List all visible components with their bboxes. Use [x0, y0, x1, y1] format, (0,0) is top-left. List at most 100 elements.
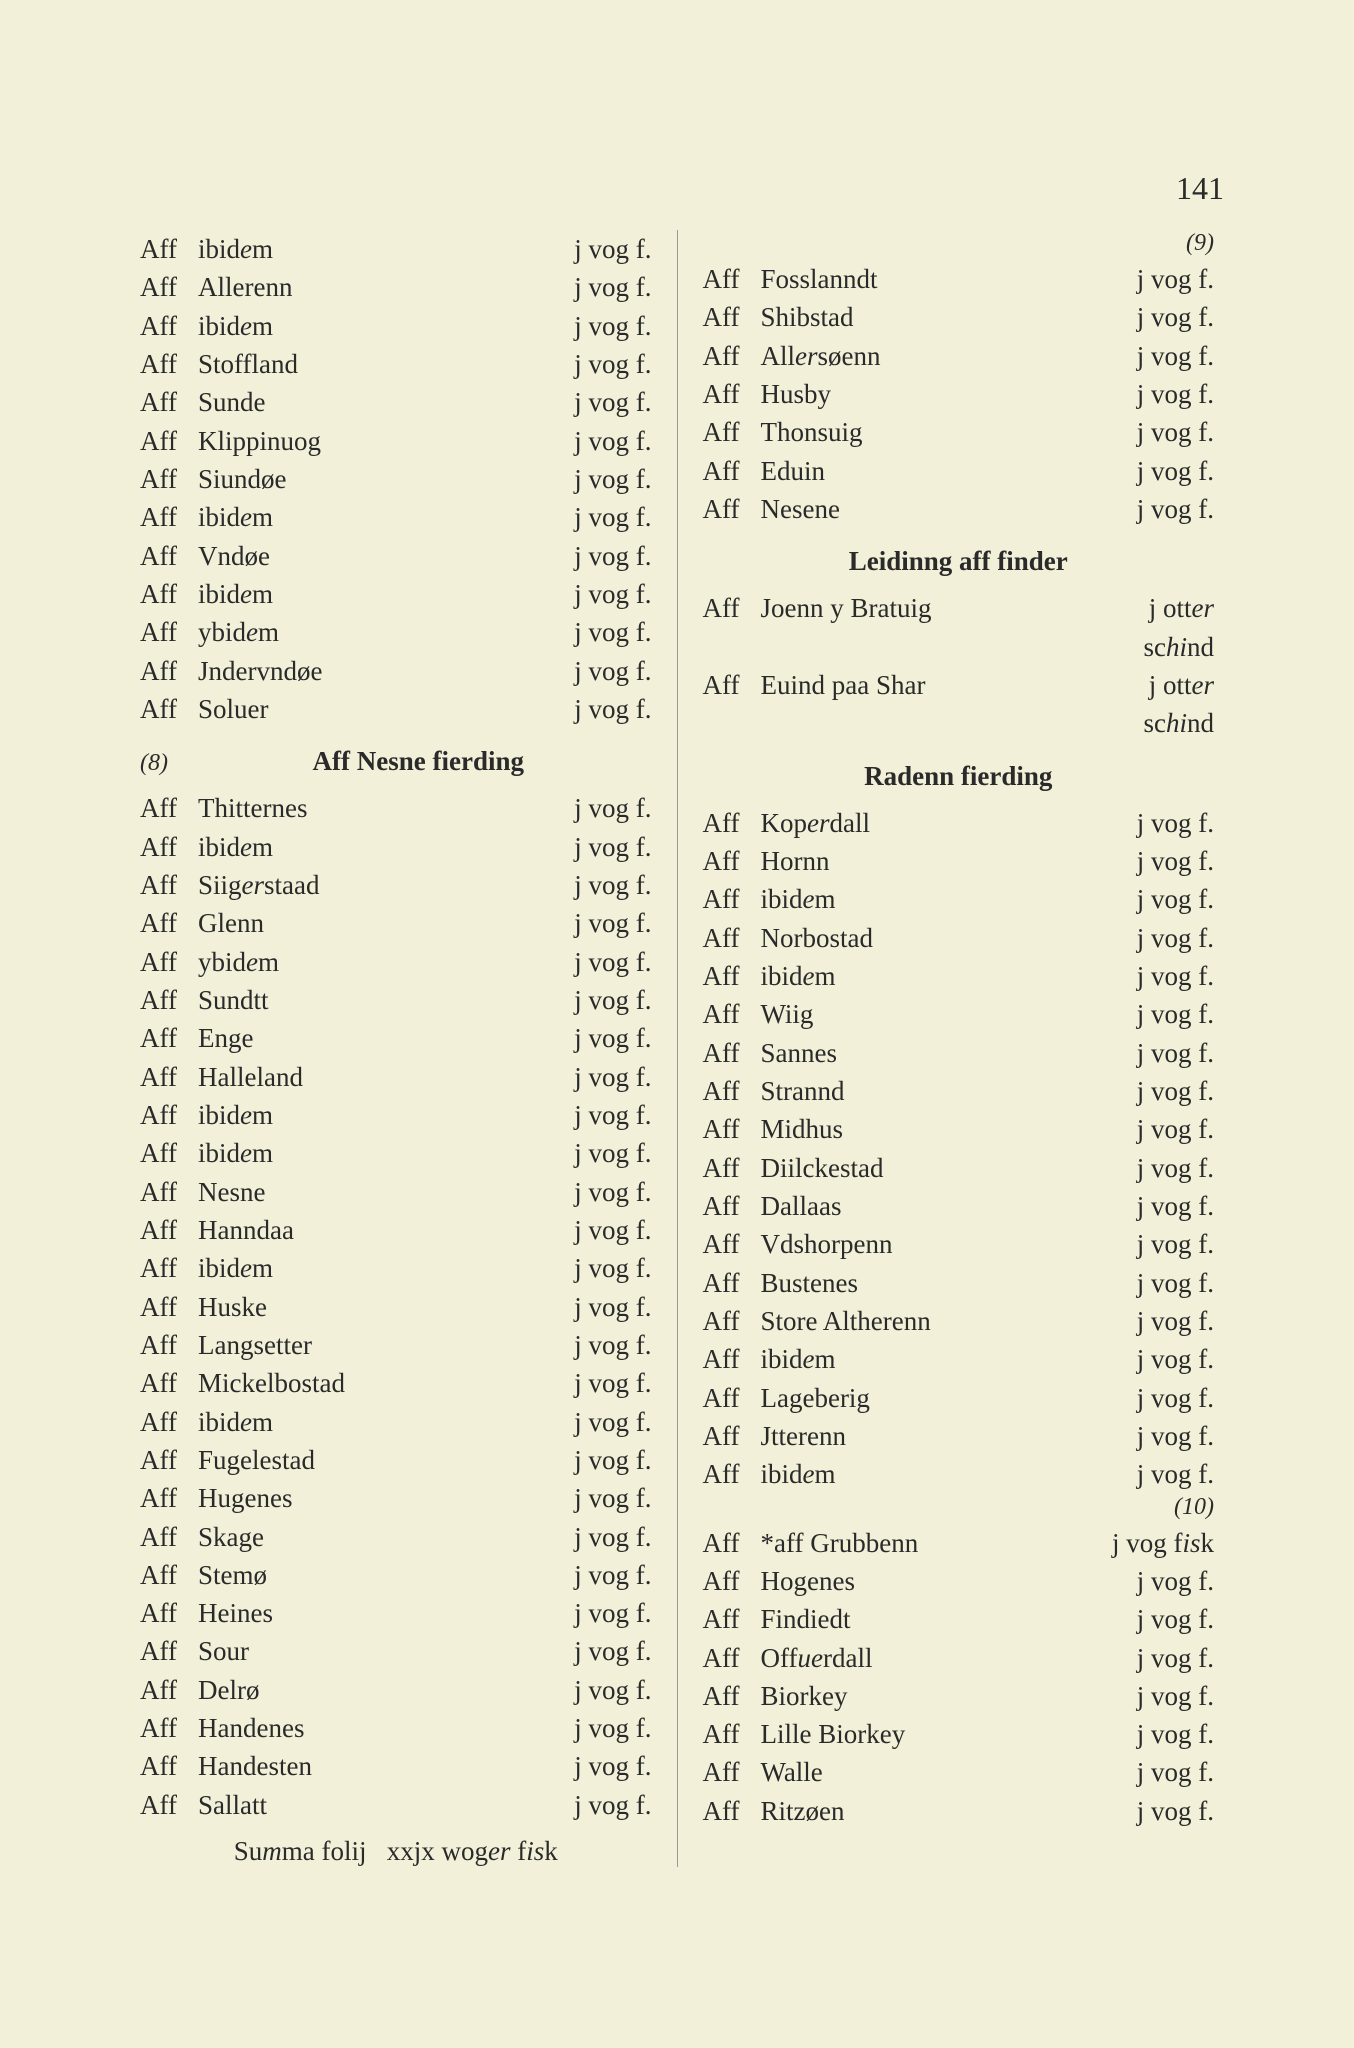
entry-row: AffJndervndøej vog f. [140, 652, 652, 690]
entry-row: AffJtterennj vog f. [703, 1417, 1215, 1455]
entry-name: ibidem [198, 1403, 574, 1441]
entry-row: AffHogenesj vog f. [703, 1562, 1215, 1600]
entry-prefix: Aff [703, 260, 761, 298]
entry-prefix: Aff [140, 383, 198, 421]
entry-row: AffVndøej vog f. [140, 537, 652, 575]
entry-amount: j vog f. [574, 828, 651, 866]
entry-name: ibidem [761, 1340, 1137, 1378]
entry-name: Offuerdall [761, 1639, 1137, 1677]
entry-row: AffLangsetterj vog f. [140, 1326, 652, 1364]
entry-name: Glenn [198, 904, 574, 942]
entry-name: Dallaas [761, 1187, 1137, 1225]
entry-amount: j vog f. [1137, 260, 1214, 298]
entry-prefix: Aff [140, 575, 198, 613]
entry-row: AffHeinesj vog f. [140, 1594, 652, 1632]
entry-prefix: Aff [140, 866, 198, 904]
marginal-8: (8) [140, 750, 185, 777]
entry-prefix: Aff [140, 1173, 198, 1211]
entry-amount: j vog fisk [1112, 1524, 1214, 1562]
entry-name: ibidem [198, 575, 574, 613]
entry-name: Klippinuog [198, 422, 574, 460]
entry-row: AffSannesj vog f. [703, 1034, 1215, 1072]
entry-row: AffNorbostadj vog f. [703, 919, 1215, 957]
entry-prefix: Aff [703, 490, 761, 528]
entry-amount: j vog f. [1137, 1225, 1214, 1263]
entry-amount: j vog f. [574, 652, 651, 690]
entry-row: AffSourj vog f. [140, 1632, 652, 1670]
entry-amount: j vog f. [574, 1364, 651, 1402]
entry-row: AffHornnj vog f. [703, 842, 1215, 880]
entry-row: Affibidemj vog f. [140, 307, 652, 345]
entry-name: ibidem [198, 498, 574, 536]
page-number: 141 [1176, 170, 1224, 207]
entry-prefix: Aff [140, 1441, 198, 1479]
entry-row: AffBiorkeyj vog f. [703, 1677, 1215, 1715]
left-top-list: Affibidemj vog f.AffAllerennj vog f.Affi… [140, 230, 652, 728]
entry-prefix: Aff [140, 613, 198, 651]
entry-name: Siundøe [198, 460, 574, 498]
entry-name: ybidem [198, 943, 574, 981]
entry-prefix: Aff [703, 804, 761, 842]
entry-amount: j vog f. [1137, 1034, 1214, 1072]
entry-name: Fosslanndt [761, 260, 1137, 298]
entry-prefix: Aff [703, 1034, 761, 1072]
nesne-section-header: (8) Aff Nesne fierding [140, 746, 652, 777]
right-column: (9) AffFosslanndtj vog f.AffShibstadj vo… [678, 230, 1225, 1867]
entry-row: AffStore Altherennj vog f. [703, 1302, 1215, 1340]
entry-prefix: Aff [703, 1753, 761, 1791]
entry-row: AffHallelandj vog f. [140, 1058, 652, 1096]
entry-name: Nesene [761, 490, 1137, 528]
entry-amount: j vog f. [574, 1288, 651, 1326]
entry-amount: j vog f. [1137, 1149, 1214, 1187]
entry-name: Ritzøen [761, 1792, 1137, 1830]
entry-prefix: Aff [703, 1302, 761, 1340]
entry-prefix: Aff [703, 589, 761, 627]
entry-prefix: Aff [703, 995, 761, 1033]
entry-row: AffSundttj vog f. [140, 981, 652, 1019]
entry-continuation: schind [703, 628, 1215, 666]
radenn2-list: Aff*aff Grubbennj vog fiskAffHogenesj vo… [703, 1524, 1215, 1831]
entry-prefix: Aff [703, 1524, 761, 1562]
entry-name: Allersøenn [761, 337, 1137, 375]
entry-amount: j vog f. [574, 460, 651, 498]
entry-amount: j vog f. [574, 1403, 651, 1441]
entry-row: Affibidemj vog f. [140, 575, 652, 613]
entry-prefix: Aff [703, 1455, 761, 1493]
entry-row: AffEduinj vog f. [703, 452, 1215, 490]
entry-amount: j vog f. [574, 230, 651, 268]
entry-prefix: Aff [703, 1110, 761, 1148]
entry-prefix: Aff [140, 1747, 198, 1785]
entry-row: AffGlennj vog f. [140, 904, 652, 942]
entry-prefix: Aff [703, 842, 761, 880]
entry-name: Bustenes [761, 1264, 1137, 1302]
entry-name: Handesten [198, 1747, 574, 1785]
summa-line: Summa folij xxjx woger fisk [140, 1836, 652, 1867]
entry-row: AffSkagej vog f. [140, 1518, 652, 1556]
entry-prefix: Aff [140, 498, 198, 536]
entry-row: AffWallej vog f. [703, 1753, 1215, 1791]
entry-prefix: Aff [140, 1594, 198, 1632]
entry-name: ibidem [198, 230, 574, 268]
entry-amount: j vog f. [574, 1441, 651, 1479]
entry-name: ibidem [198, 1134, 574, 1172]
entry-row: AffSiigerstaadj vog f. [140, 866, 652, 904]
entry-amount: j vog f. [1137, 490, 1214, 528]
entry-row: AffHanndaaj vog f. [140, 1211, 652, 1249]
entry-amount: j vog f. [1137, 375, 1214, 413]
entry-name: Heines [198, 1594, 574, 1632]
entry-name: Biorkey [761, 1677, 1137, 1715]
entry-name: Strannd [761, 1072, 1137, 1110]
entry-amount: j vog f. [1137, 919, 1214, 957]
entry-name: Joenn y Bratuig [761, 589, 1149, 627]
entry-row: Affibidemj vog f. [140, 1249, 652, 1287]
entry-amount: j vog f. [1137, 1417, 1214, 1455]
entry-prefix: Aff [703, 666, 761, 704]
entry-amount: j vog f. [574, 537, 651, 575]
entry-name: Skage [198, 1518, 574, 1556]
entry-amount: j vog f. [574, 422, 651, 460]
entry-name: Hanndaa [198, 1211, 574, 1249]
entry-prefix: Aff [140, 345, 198, 383]
entry-row: AffSiundøej vog f. [140, 460, 652, 498]
entry-name: Sour [198, 1632, 574, 1670]
entry-name: Store Altherenn [761, 1302, 1137, 1340]
